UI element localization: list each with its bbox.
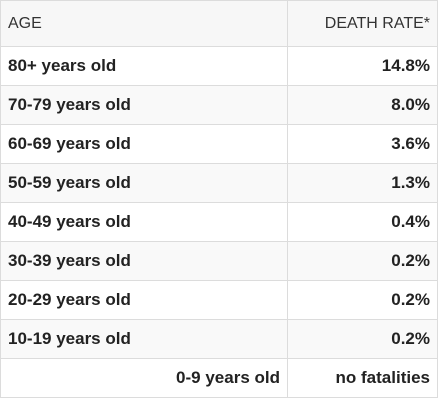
table-header: AGE DEATH RATE*: [0, 0, 438, 47]
death-rate-cell: no fatalities: [287, 358, 438, 398]
table-row: 50-59 years old 1.3%: [0, 163, 438, 203]
table-row: 10-19 years old 0.2%: [0, 319, 438, 359]
age-cell: 80+ years old: [0, 46, 288, 86]
death-rate-cell: 0.4%: [287, 202, 438, 242]
age-cell: 40-49 years old: [0, 202, 288, 242]
death-rate-cell: 0.2%: [287, 319, 438, 359]
table-body: 80+ years old 14.8% 70-79 years old 8.0%…: [0, 46, 438, 398]
age-cell: 70-79 years old: [0, 85, 288, 125]
header-row: AGE DEATH RATE*: [0, 0, 438, 47]
age-cell: 10-19 years old: [0, 319, 288, 359]
death-rate-column-header: DEATH RATE*: [287, 0, 438, 47]
death-rate-cell: 3.6%: [287, 124, 438, 164]
table-row: 80+ years old 14.8%: [0, 46, 438, 86]
age-cell: 0-9 years old: [0, 358, 288, 398]
age-cell: 20-29 years old: [0, 280, 288, 320]
table-row: 30-39 years old 0.2%: [0, 241, 438, 281]
death-rate-table: AGE DEATH RATE* 80+ years old 14.8% 70-7…: [0, 0, 438, 398]
table-row: 0-9 years old no fatalities: [0, 358, 438, 398]
death-rate-cell: 0.2%: [287, 280, 438, 320]
death-rate-cell: 1.3%: [287, 163, 438, 203]
age-cell: 30-39 years old: [0, 241, 288, 281]
age-cell: 50-59 years old: [0, 163, 288, 203]
age-cell: 60-69 years old: [0, 124, 288, 164]
death-rate-cell: 14.8%: [287, 46, 438, 86]
table-row: 40-49 years old 0.4%: [0, 202, 438, 242]
table-row: 60-69 years old 3.6%: [0, 124, 438, 164]
table-row: 70-79 years old 8.0%: [0, 85, 438, 125]
table-row: 20-29 years old 0.2%: [0, 280, 438, 320]
age-column-header: AGE: [0, 0, 288, 47]
death-rate-cell: 0.2%: [287, 241, 438, 281]
death-rate-cell: 8.0%: [287, 85, 438, 125]
